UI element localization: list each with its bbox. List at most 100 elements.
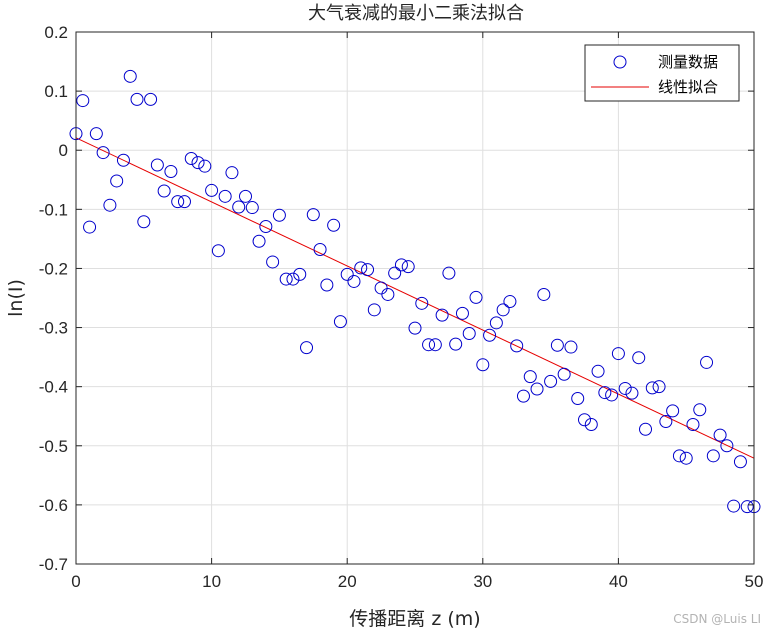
data-point	[367, 303, 381, 317]
data-point	[293, 267, 307, 281]
data-point	[381, 287, 395, 301]
data-point	[455, 306, 469, 320]
y-tick-label: -0.7	[39, 555, 68, 574]
data-point	[361, 263, 375, 277]
data-point	[374, 281, 388, 295]
data-point	[544, 374, 558, 388]
data-point	[232, 200, 246, 214]
data-point	[476, 358, 490, 372]
y-tick-label: -0.4	[39, 378, 68, 397]
data-point	[272, 208, 286, 222]
data-point	[286, 272, 300, 286]
legend-label-fit: 线性拟合	[658, 78, 718, 96]
data-point	[306, 208, 320, 222]
watermark: CSDN @Luis LI	[673, 612, 761, 626]
data-points	[69, 69, 761, 514]
data-point	[184, 151, 198, 165]
x-tick-label: 30	[473, 572, 492, 591]
data-point	[550, 338, 564, 352]
data-point	[191, 156, 205, 170]
y-tick-label: -0.1	[39, 200, 68, 219]
data-point	[428, 338, 442, 352]
data-point	[469, 290, 483, 304]
data-point	[327, 218, 341, 232]
x-axis-label: 传播距离 z (m)	[349, 608, 480, 630]
y-tick-label: 0.1	[44, 82, 68, 101]
data-point	[89, 127, 103, 141]
legend-box	[584, 44, 740, 102]
data-point	[449, 337, 463, 351]
data-point	[523, 370, 537, 384]
data-point	[347, 274, 361, 288]
data-point	[740, 500, 754, 514]
data-point	[720, 439, 734, 453]
data-point	[672, 449, 686, 463]
data-point	[137, 215, 151, 229]
data-point	[76, 94, 90, 108]
data-point	[354, 261, 368, 275]
data-point	[198, 159, 212, 173]
fit-line-layer	[75, 137, 755, 459]
data-point	[733, 455, 747, 469]
data-point	[496, 303, 510, 317]
data-point	[279, 272, 293, 286]
data-point	[388, 266, 402, 280]
data-point	[150, 158, 164, 172]
data-point	[645, 381, 659, 395]
fit-line	[75, 137, 755, 459]
data-point	[530, 382, 544, 396]
data-point	[578, 413, 591, 427]
data-point	[340, 267, 354, 281]
data-point	[598, 386, 612, 400]
data-point	[605, 388, 619, 402]
ticks	[75, 31, 755, 565]
data-point	[211, 244, 225, 258]
data-point	[713, 428, 727, 442]
x-tick-labels: 0 10 20 30 40 50	[71, 572, 763, 591]
y-tick-label: 0	[59, 141, 68, 160]
data-point	[218, 189, 232, 203]
data-point	[205, 183, 219, 197]
data-point	[618, 381, 632, 395]
data-point	[164, 165, 178, 179]
data-point	[83, 220, 97, 234]
data-point	[123, 69, 137, 83]
data-point	[510, 339, 524, 353]
data-point	[408, 321, 422, 335]
data-point	[110, 174, 124, 188]
x-tick-label: 0	[71, 572, 80, 591]
y-tick-label: -0.6	[39, 496, 68, 515]
data-point	[96, 146, 110, 160]
axes-box	[75, 31, 755, 565]
y-tick-label: -0.5	[39, 437, 68, 456]
data-point	[462, 326, 476, 340]
data-point	[394, 258, 408, 272]
data-point	[652, 380, 666, 394]
y-tick-labels: 0.2 0.1 0 -0.1 -0.2 -0.3 -0.4 -0.5 -0.6 -0.7	[39, 23, 68, 574]
legend-label-measured: 测量数据	[658, 53, 718, 71]
data-point	[245, 201, 259, 215]
data-point	[537, 287, 551, 301]
data-point	[116, 153, 130, 167]
data-point	[313, 243, 327, 257]
data-point	[693, 403, 707, 417]
legend: 测量数据 线性拟合	[584, 44, 740, 102]
data-point	[333, 315, 347, 329]
data-point	[259, 219, 273, 233]
chart-title: 大气衰减的最小二乘法拟合	[308, 3, 524, 24]
plot-area	[69, 31, 761, 565]
data-point	[639, 422, 653, 436]
x-tick-label: 50	[745, 572, 764, 591]
data-point	[422, 338, 436, 352]
y-tick-label: -0.2	[39, 259, 68, 278]
data-point	[442, 266, 456, 280]
data-point	[239, 189, 252, 203]
data-point	[435, 308, 449, 322]
data-point	[300, 341, 314, 355]
data-point	[130, 92, 144, 106]
data-point	[706, 449, 720, 463]
data-point	[516, 389, 530, 403]
data-point	[103, 198, 117, 212]
data-point	[727, 499, 741, 513]
